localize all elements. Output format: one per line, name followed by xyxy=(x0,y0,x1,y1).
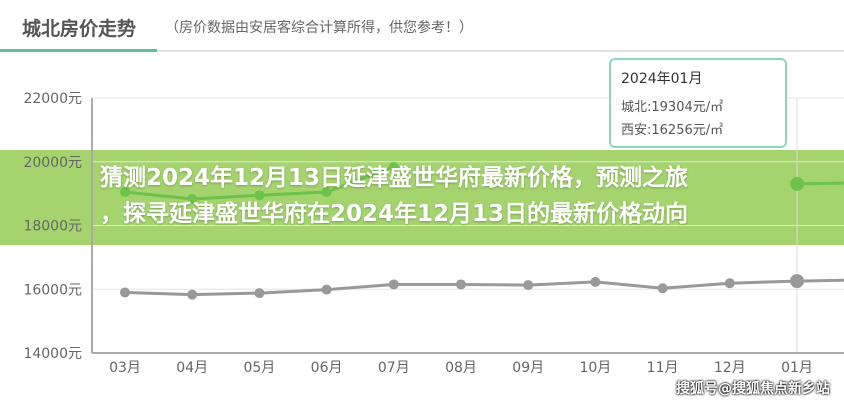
data-point xyxy=(456,279,466,290)
tooltip-row: 城北:19304元/㎡ xyxy=(621,100,724,115)
banner-line-1: 猜测2024年12月13日延津盛世华府最新价格，预测之旅 xyxy=(100,165,689,191)
data-point xyxy=(254,288,265,299)
x-tick-label: 06月 xyxy=(311,360,343,376)
watermark: 搜狐号@搜狐焦点新乡站 xyxy=(676,381,830,397)
tooltip-date: 2024年01月 xyxy=(621,71,703,87)
x-tick-label: 01月 xyxy=(781,360,813,376)
data-point xyxy=(590,276,601,287)
tooltip: 2024年01月 城北:19304元/㎡ 西安:16256元/㎡ xyxy=(609,58,787,148)
data-point xyxy=(120,287,130,298)
chart-header: 城北房价走势 （房价数据由安居客综合计算所得，供您参考！） xyxy=(0,0,844,52)
data-point xyxy=(523,280,534,291)
data-point xyxy=(321,284,332,295)
data-point xyxy=(790,274,804,289)
title-banner xyxy=(0,150,844,245)
x-tick-label: 08月 xyxy=(445,360,477,376)
data-point xyxy=(388,279,399,290)
data-point xyxy=(120,187,130,198)
y-tick-label: 18000元 xyxy=(23,219,82,235)
x-tick-label: 12月 xyxy=(714,360,746,376)
y-tick-label: 14000元 xyxy=(23,346,82,362)
data-point xyxy=(321,187,332,198)
data-point xyxy=(187,194,198,205)
chart-title: 城北房价走势 xyxy=(22,18,137,40)
x-tick-label: 04月 xyxy=(176,360,208,376)
y-tick-label: 22000元 xyxy=(23,91,82,107)
divider xyxy=(157,50,844,52)
banner-line-2: ，探寻延津盛世华府在2024年12月13日的最新价格动向 xyxy=(100,201,689,227)
data-point xyxy=(790,176,804,191)
x-tick-label: 09月 xyxy=(512,360,544,376)
x-tick-label: 07月 xyxy=(378,360,410,376)
active-tab-underline xyxy=(0,49,157,52)
data-point xyxy=(724,278,735,289)
data-point xyxy=(254,190,265,201)
data-point xyxy=(187,289,198,300)
y-tick-label: 16000元 xyxy=(23,282,82,298)
x-tick-label: 11月 xyxy=(647,360,679,376)
x-tick-label: 05月 xyxy=(243,360,275,376)
data-point xyxy=(657,283,668,294)
x-tick-label: 03月 xyxy=(109,360,141,376)
y-tick-label: 20000元 xyxy=(23,155,82,171)
chart-subtitle: （房价数据由安居客综合计算所得，供您参考！） xyxy=(165,20,473,36)
x-tick-label: 10月 xyxy=(579,360,611,376)
data-point xyxy=(388,161,399,172)
tooltip-row: 西安:16256元/㎡ xyxy=(621,123,724,138)
series-line xyxy=(124,278,844,297)
banner-text: 猜测2024年12月13日延津盛世华府最新价格，预测之旅 ，探寻延津盛世华府在2… xyxy=(100,160,840,232)
